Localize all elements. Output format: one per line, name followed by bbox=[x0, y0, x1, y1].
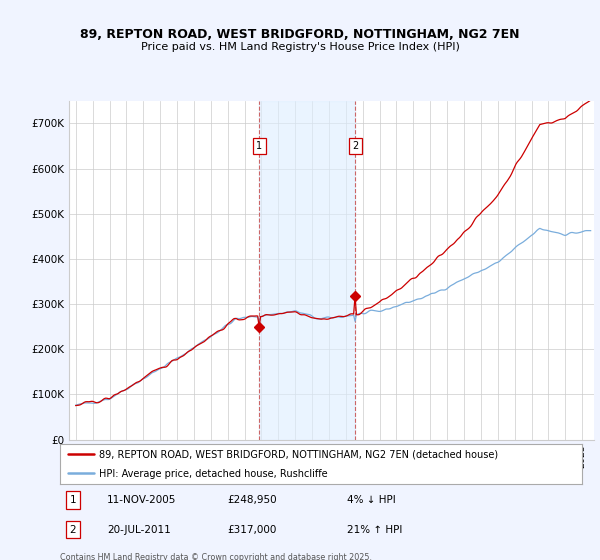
Text: £248,950: £248,950 bbox=[227, 495, 277, 505]
Text: 4% ↓ HPI: 4% ↓ HPI bbox=[347, 495, 396, 505]
Text: 21% ↑ HPI: 21% ↑ HPI bbox=[347, 525, 403, 535]
Bar bbox=[259, 101, 355, 440]
Text: 89, REPTON ROAD, WEST BRIDGFORD, NOTTINGHAM, NG2 7EN (detached house): 89, REPTON ROAD, WEST BRIDGFORD, NOTTING… bbox=[99, 450, 498, 460]
Text: Price paid vs. HM Land Registry's House Price Index (HPI): Price paid vs. HM Land Registry's House … bbox=[140, 42, 460, 52]
Text: 89, REPTON ROAD, WEST BRIDGFORD, NOTTINGHAM, NG2 7EN: 89, REPTON ROAD, WEST BRIDGFORD, NOTTING… bbox=[80, 28, 520, 41]
Text: 1: 1 bbox=[70, 495, 76, 505]
Text: 20-JUL-2011: 20-JUL-2011 bbox=[107, 525, 171, 535]
Text: 2: 2 bbox=[352, 141, 358, 151]
Text: Contains HM Land Registry data © Crown copyright and database right 2025.
This d: Contains HM Land Registry data © Crown c… bbox=[60, 553, 372, 560]
Text: 2: 2 bbox=[70, 525, 76, 535]
Text: 11-NOV-2005: 11-NOV-2005 bbox=[107, 495, 176, 505]
Text: 1: 1 bbox=[256, 141, 262, 151]
Text: HPI: Average price, detached house, Rushcliffe: HPI: Average price, detached house, Rush… bbox=[99, 469, 328, 479]
Text: £317,000: £317,000 bbox=[227, 525, 277, 535]
